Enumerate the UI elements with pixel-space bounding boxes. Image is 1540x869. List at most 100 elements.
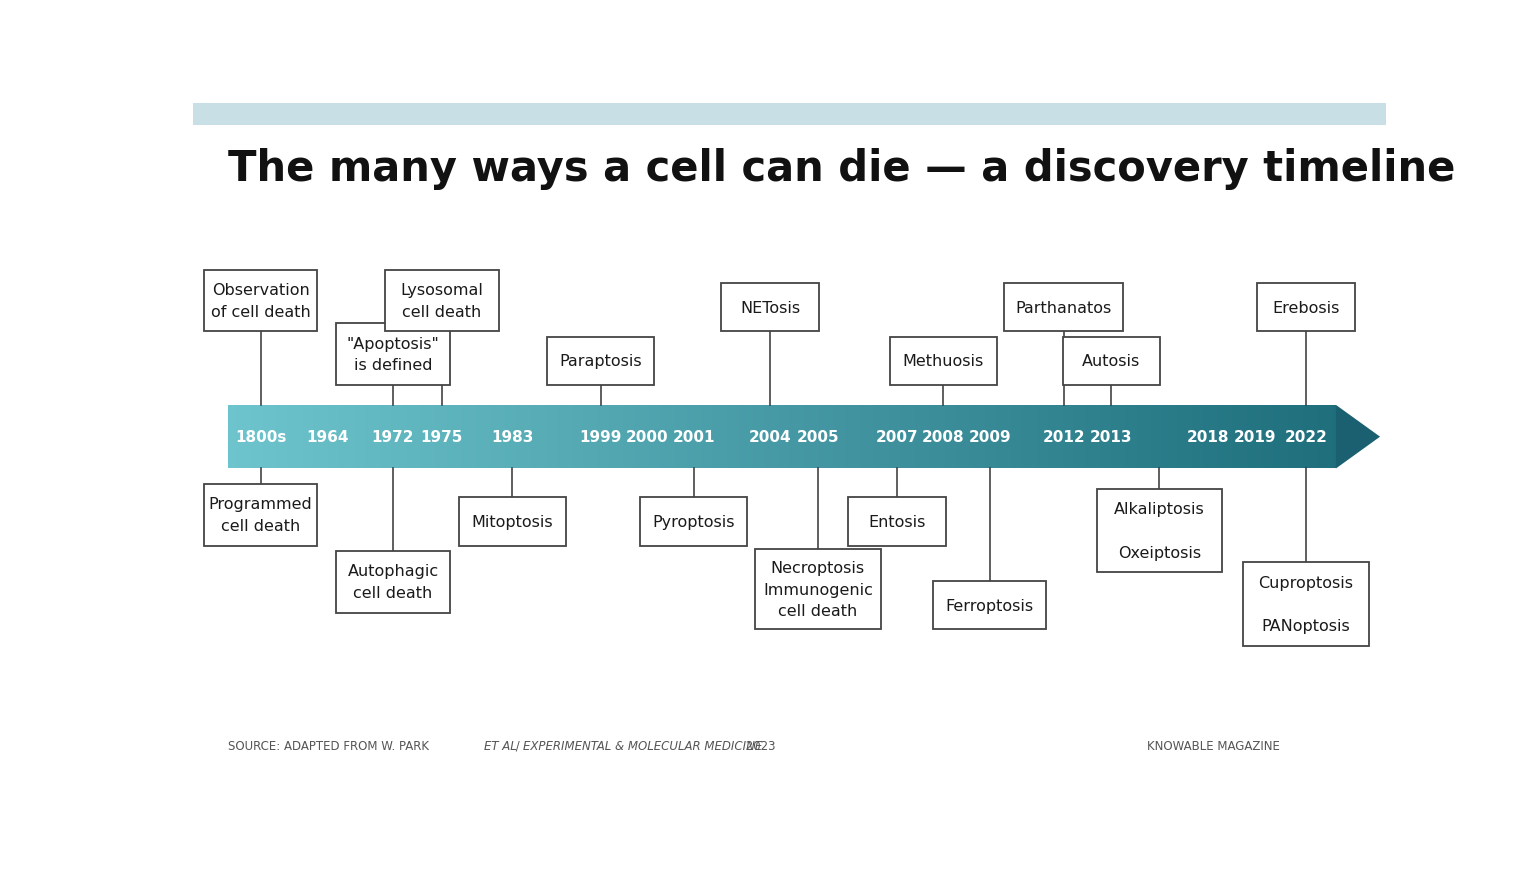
- Bar: [1066, 405, 1070, 469]
- Bar: [550, 405, 554, 469]
- Bar: [893, 405, 898, 469]
- Bar: [1121, 405, 1126, 469]
- Bar: [299, 405, 303, 469]
- Text: KNOWABLE MAGAZINE: KNOWABLE MAGAZINE: [1147, 739, 1280, 752]
- Text: 2005: 2005: [796, 429, 839, 445]
- Bar: [682, 405, 687, 469]
- Text: 2018: 2018: [1187, 429, 1229, 445]
- Bar: [1163, 405, 1167, 469]
- Bar: [420, 405, 425, 469]
- Bar: [265, 405, 270, 469]
- Bar: [1078, 405, 1081, 469]
- Bar: [1041, 405, 1044, 469]
- Bar: [257, 405, 262, 469]
- Bar: [822, 405, 827, 469]
- Bar: [1321, 405, 1326, 469]
- Bar: [276, 405, 280, 469]
- Bar: [631, 405, 634, 469]
- Bar: [1096, 405, 1100, 469]
- Bar: [1269, 405, 1274, 469]
- Bar: [505, 405, 510, 469]
- Bar: [1210, 405, 1215, 469]
- Bar: [402, 405, 407, 469]
- Bar: [656, 405, 661, 469]
- Bar: [856, 405, 861, 469]
- Bar: [616, 405, 621, 469]
- Bar: [1247, 405, 1252, 469]
- Bar: [716, 405, 719, 469]
- Bar: [912, 405, 916, 469]
- Bar: [889, 405, 893, 469]
- Bar: [1089, 405, 1093, 469]
- Bar: [1158, 405, 1163, 469]
- Bar: [1203, 405, 1207, 469]
- Bar: [1200, 405, 1204, 469]
- Text: Mitoptosis: Mitoptosis: [471, 514, 553, 529]
- Bar: [962, 405, 967, 469]
- Bar: [1060, 405, 1063, 469]
- Bar: [638, 405, 642, 469]
- Bar: [1277, 405, 1281, 469]
- Text: 2007: 2007: [875, 429, 918, 445]
- Bar: [270, 405, 273, 469]
- Bar: [624, 405, 628, 469]
- Bar: [383, 405, 388, 469]
- Bar: [291, 405, 296, 469]
- Bar: [1133, 405, 1137, 469]
- Text: /: /: [513, 739, 524, 752]
- Bar: [815, 405, 819, 469]
- Bar: [468, 405, 473, 469]
- Text: 1972: 1972: [371, 429, 414, 445]
- Bar: [1237, 405, 1241, 469]
- FancyBboxPatch shape: [1096, 489, 1221, 573]
- Text: 1983: 1983: [491, 429, 533, 445]
- Bar: [915, 405, 919, 469]
- Bar: [812, 405, 816, 469]
- FancyBboxPatch shape: [385, 270, 499, 332]
- Bar: [1284, 405, 1289, 469]
- Bar: [727, 405, 732, 469]
- Bar: [1280, 405, 1284, 469]
- Bar: [1306, 405, 1311, 469]
- Bar: [1137, 405, 1141, 469]
- Bar: [1295, 405, 1300, 469]
- Bar: [1173, 405, 1178, 469]
- Bar: [436, 405, 439, 469]
- Bar: [354, 405, 359, 469]
- Bar: [1018, 405, 1023, 469]
- Bar: [1140, 405, 1144, 469]
- Bar: [1073, 405, 1078, 469]
- Text: Entosis: Entosis: [869, 514, 926, 529]
- Bar: [424, 405, 428, 469]
- Bar: [819, 405, 824, 469]
- Bar: [735, 405, 738, 469]
- Bar: [627, 405, 631, 469]
- Text: 1999: 1999: [579, 429, 622, 445]
- Bar: [590, 405, 594, 469]
- Bar: [313, 405, 317, 469]
- Bar: [930, 405, 935, 469]
- Bar: [833, 405, 838, 469]
- Bar: [956, 405, 959, 469]
- Bar: [896, 405, 901, 469]
- Bar: [380, 405, 383, 469]
- Bar: [981, 405, 986, 469]
- Bar: [1047, 405, 1052, 469]
- Bar: [608, 405, 613, 469]
- Bar: [328, 405, 333, 469]
- Bar: [634, 405, 639, 469]
- Bar: [845, 405, 849, 469]
- Bar: [251, 405, 254, 469]
- Text: Cuproptosis

PANoptosis: Cuproptosis PANoptosis: [1258, 575, 1354, 634]
- Bar: [941, 405, 946, 469]
- Bar: [1147, 405, 1152, 469]
- Bar: [711, 405, 716, 469]
- Bar: [745, 405, 750, 469]
- Text: Necroptosis
Immunogenic
cell death: Necroptosis Immunogenic cell death: [762, 561, 873, 619]
- Bar: [524, 405, 528, 469]
- Bar: [442, 405, 447, 469]
- Bar: [325, 405, 328, 469]
- Bar: [527, 405, 531, 469]
- Bar: [362, 405, 365, 469]
- Bar: [494, 405, 499, 469]
